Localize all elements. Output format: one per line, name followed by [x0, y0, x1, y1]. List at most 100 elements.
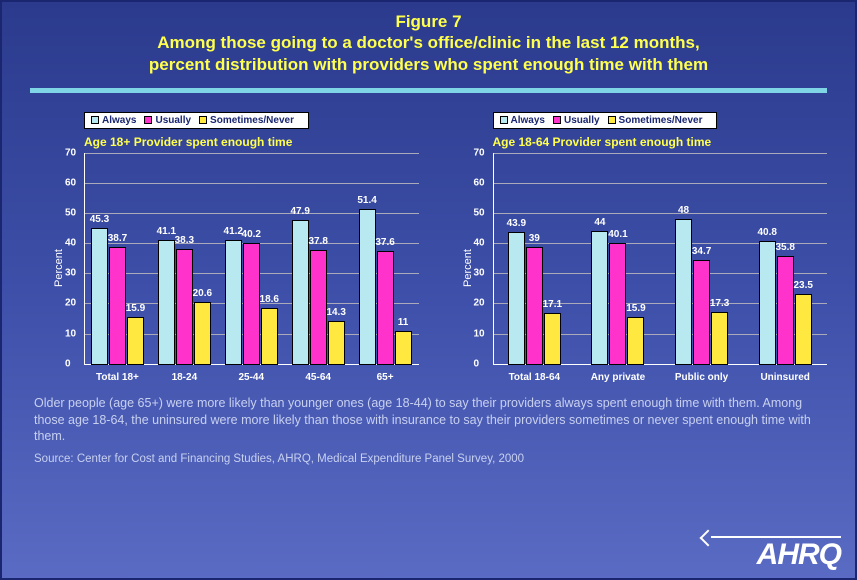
- bar-value-label: 17.3: [710, 298, 729, 309]
- bar-value-label: 40.2: [242, 229, 261, 240]
- x-tick-label: 25-44: [218, 372, 285, 383]
- legend-label: Usually: [564, 115, 600, 126]
- legend-label: Usually: [155, 115, 191, 126]
- bar: 14.3: [328, 321, 345, 364]
- legend-swatch: [144, 116, 152, 124]
- bar-group: 40.835.823.5: [743, 153, 827, 365]
- bar-value-label: 51.4: [357, 195, 376, 206]
- bar: 47.9: [292, 220, 309, 365]
- bar-value-label: 38.3: [175, 235, 194, 246]
- legend-left: AlwaysUsuallySometimes/Never: [84, 112, 309, 129]
- y-tick: 0: [65, 358, 71, 369]
- legend-right: Always Usually Sometimes/Never: [493, 112, 718, 129]
- bar-value-label: 40.1: [608, 229, 627, 240]
- bar-value-label: 18.6: [260, 294, 279, 305]
- x-tick-label: Public only: [660, 372, 744, 383]
- chart-left-plot: Percent 01020304050607045.338.715.941.13…: [84, 153, 419, 383]
- chart-right-title: Age 18-64 Provider spent enough time: [493, 135, 828, 149]
- bar-group: 45.338.715.9: [84, 153, 151, 365]
- x-labels: Total 18+18-2425-4445-6465+: [84, 372, 419, 383]
- legend-label: Sometimes/Never: [210, 115, 294, 126]
- bar: 23.5: [795, 294, 812, 365]
- y-tick: 50: [65, 207, 76, 218]
- caption: Older people (age 65+) were more likely …: [2, 383, 855, 446]
- y-tick: 40: [65, 238, 76, 249]
- bar-value-label: 48: [678, 205, 689, 216]
- legend-item: Always: [500, 115, 545, 126]
- x-labels: Total 18-64Any privatePublic onlyUninsur…: [493, 372, 828, 383]
- y-tick: 30: [65, 268, 76, 279]
- bar: 18.6: [261, 308, 278, 364]
- bar-value-label: 17.1: [543, 299, 562, 310]
- bar-value-label: 39: [529, 233, 540, 244]
- charts-row: Always Usually Sometimes/Never Age 18+ Pro…: [2, 93, 855, 383]
- ahrq-logo: AHRQ: [757, 538, 841, 572]
- bar-value-label: 37.6: [375, 237, 394, 248]
- bar: 44: [591, 231, 608, 364]
- bar-value-label: 44: [594, 217, 605, 228]
- y-tick: 60: [65, 177, 76, 188]
- title-block: Figure 7 Among those going to a doctor's…: [2, 2, 855, 84]
- legend-swatch: [500, 116, 508, 124]
- legend-item: Sometimes/Never: [199, 115, 294, 126]
- bar-value-label: 15.9: [626, 303, 645, 314]
- x-tick-label: Uninsured: [743, 372, 827, 383]
- figure-title-line2: percent distribution with providers who …: [42, 54, 815, 76]
- bar-value-label: 11: [398, 317, 409, 328]
- bar: 48: [675, 219, 692, 364]
- bar: 15.9: [627, 317, 644, 365]
- bar: 40.8: [759, 241, 776, 365]
- bar-group: 51.437.611: [352, 153, 419, 365]
- bar-group: 4834.717.3: [660, 153, 744, 365]
- bar-value-label: 38.7: [108, 233, 127, 244]
- bar-value-label: 14.3: [326, 307, 345, 318]
- x-tick-label: Total 18-64: [493, 372, 577, 383]
- chart-right-plot: Percent 01020304050607043.93917.14440.11…: [493, 153, 828, 383]
- x-tick-label: 65+: [352, 372, 419, 383]
- bar: 41.2: [225, 240, 242, 365]
- bar: 40.2: [243, 243, 260, 365]
- bar-group: 41.138.3 20.6: [151, 153, 218, 365]
- legend-item: Sometimes/Never: [608, 115, 703, 126]
- bar-group: 43.93917.1: [493, 153, 577, 365]
- bars-container: 43.93917.14440.115.94834.717.340.835.823…: [493, 153, 828, 365]
- bar: 35.8: [777, 256, 794, 364]
- bar: 37.6: [377, 251, 394, 365]
- bar-group: 41.240.218.6: [218, 153, 285, 365]
- y-tick: 40: [474, 238, 485, 249]
- y-axis-label-left: Percent: [53, 249, 65, 287]
- y-tick: 10: [65, 328, 76, 339]
- bar-value-label: 45.3: [90, 214, 109, 225]
- legend-swatch: [553, 116, 561, 124]
- bar: 41.1: [158, 240, 175, 364]
- bar: 11: [395, 331, 412, 364]
- y-tick: 70: [474, 147, 485, 158]
- y-tick: 0: [474, 358, 480, 369]
- legend-swatch: [608, 116, 616, 124]
- bar: 38.7: [109, 247, 126, 364]
- bar-value-label: 35.8: [775, 242, 794, 253]
- bar-group: 47.937.814.3: [285, 153, 352, 365]
- bar: 17.3: [711, 312, 728, 364]
- bar: 39: [526, 247, 543, 365]
- x-tick-label: Total 18+: [84, 372, 151, 383]
- bar: 37.8: [310, 250, 327, 364]
- legend-label: Always: [511, 115, 545, 126]
- legend-label: Sometimes/Never: [619, 115, 703, 126]
- y-tick: 60: [474, 177, 485, 188]
- bar: 43.9: [508, 232, 525, 365]
- bar: 34.7: [693, 260, 710, 365]
- bar-value-label: 47.9: [290, 206, 309, 217]
- legend-item: Usually: [553, 115, 600, 126]
- bar-value-label: 40.8: [757, 227, 776, 238]
- bar: 40.1: [609, 243, 626, 364]
- bar-value-label: 37.8: [308, 236, 327, 247]
- bar: 17.1: [544, 313, 561, 365]
- bar-value-label: 41.1: [157, 226, 176, 237]
- bar-group: 4440.115.9: [576, 153, 660, 365]
- bars-container: 45.338.715.941.138.320.641.240.218.647.9…: [84, 153, 419, 365]
- chart-left-title: Age 18+ Provider spent enough time: [84, 135, 419, 149]
- x-tick-label: 45-64: [285, 372, 352, 383]
- chart-right: Always Usually Sometimes/Never Age 18-64 P…: [439, 111, 828, 383]
- bar: 20.6: [194, 302, 211, 364]
